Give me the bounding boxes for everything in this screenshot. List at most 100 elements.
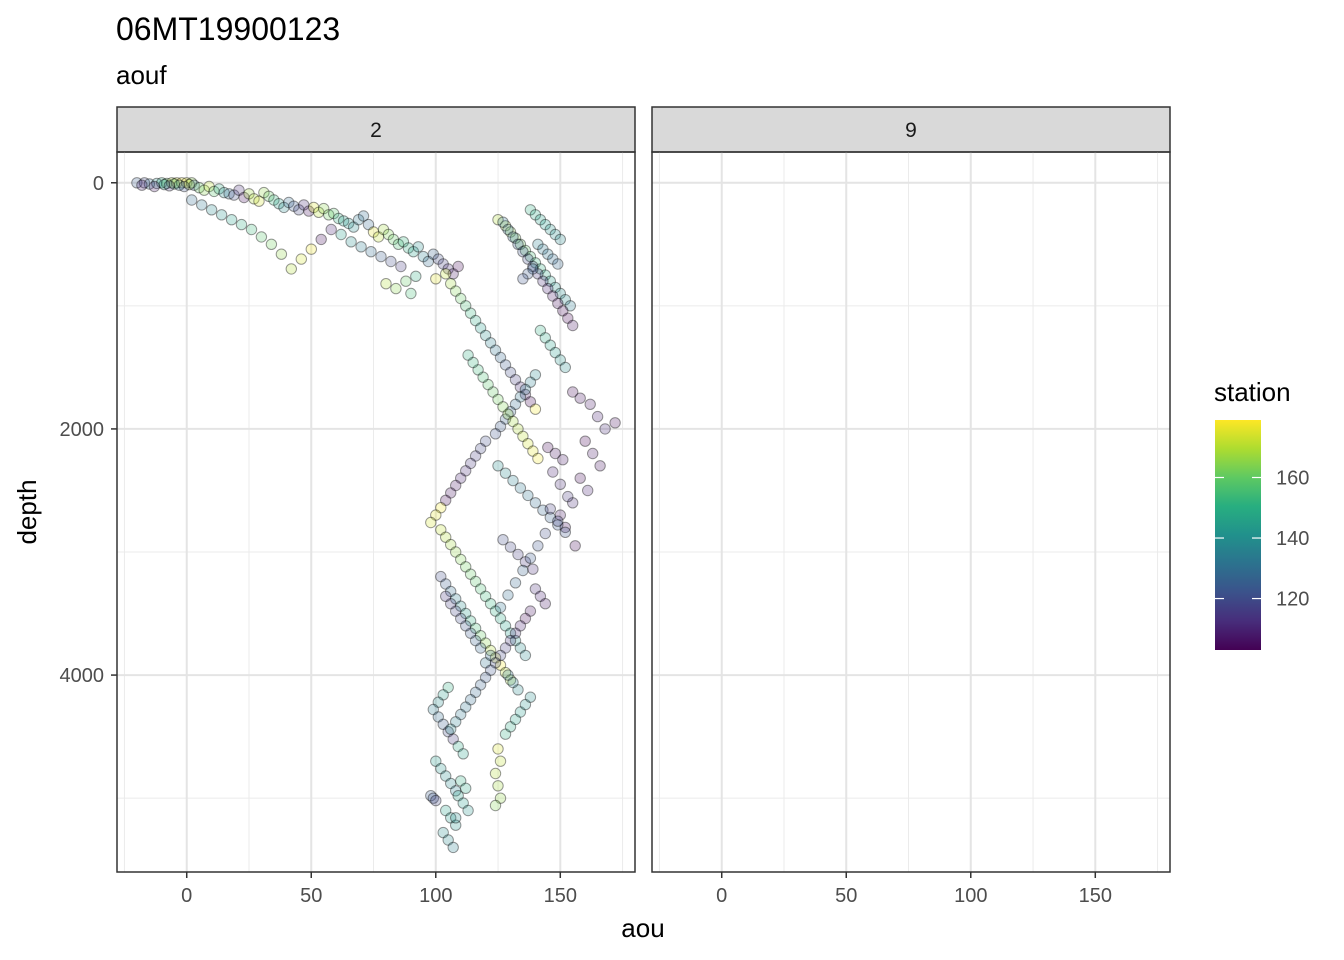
data-point: [517, 246, 529, 258]
data-point: [410, 270, 422, 282]
data-point: [440, 804, 452, 817]
data-point: [345, 236, 357, 248]
data-point: [559, 294, 571, 306]
data-point: [499, 467, 512, 479]
data-point: [549, 346, 561, 359]
data-point: [457, 748, 469, 760]
data-point: [474, 322, 487, 334]
data-point: [522, 489, 534, 502]
data-point: [479, 671, 492, 684]
data-point: [517, 430, 529, 442]
data-point: [425, 516, 437, 529]
data-point: [457, 797, 469, 809]
data-point: [519, 698, 532, 711]
data-point: [609, 417, 621, 429]
data-point: [539, 332, 551, 344]
data-point: [537, 275, 549, 287]
data-point: [504, 366, 517, 378]
data-point: [440, 531, 452, 543]
x-tick-label: 50: [835, 885, 857, 907]
data-point: [193, 182, 205, 194]
data-point: [562, 490, 574, 503]
data-point: [502, 223, 514, 236]
data-point: [554, 354, 566, 366]
data-point: [479, 657, 492, 669]
data-point: [509, 634, 522, 647]
panel-border-9: [651, 151, 1171, 873]
data-point: [355, 241, 367, 253]
data-point: [512, 548, 524, 561]
data-point: [435, 502, 447, 514]
data-point: [380, 278, 392, 290]
data-point: [472, 364, 484, 376]
data-point: [524, 691, 537, 703]
data-point: [452, 790, 464, 802]
data-point: [455, 472, 467, 484]
data-point: [522, 438, 534, 450]
data-point: [186, 177, 198, 189]
data-point: [474, 679, 487, 691]
x-axis-title: aou: [621, 913, 664, 943]
data-point: [524, 552, 537, 564]
data-point: [469, 622, 482, 634]
data-point: [258, 186, 270, 199]
data-point: [504, 226, 517, 238]
data-point: [392, 238, 405, 251]
data-point: [148, 180, 161, 193]
legend-tick-label: 140: [1276, 528, 1309, 550]
y-tick-label: 2000: [60, 419, 105, 441]
data-point: [514, 620, 527, 632]
data-point: [151, 177, 163, 190]
data-point: [218, 186, 230, 199]
data-point: [504, 721, 517, 733]
data-point: [313, 206, 325, 219]
data-point: [445, 585, 457, 598]
data-point: [385, 255, 397, 268]
y-axis-ticks: 0 2000 4000: [60, 173, 117, 687]
data-point: [275, 248, 288, 260]
data-point: [283, 196, 295, 209]
data-point: [442, 681, 454, 694]
x-tick-label: 100: [419, 885, 452, 907]
data-point: [574, 472, 586, 484]
data-point: [517, 564, 529, 577]
data-point: [460, 782, 472, 794]
data-point: [544, 339, 556, 351]
data-point: [547, 290, 559, 302]
data-point: [574, 392, 586, 404]
data-point: [435, 762, 447, 775]
data-point: [427, 703, 439, 716]
data-point: [430, 794, 442, 807]
data-point: [527, 563, 539, 575]
data-point: [524, 376, 537, 388]
data-point: [579, 435, 591, 447]
data-point: [527, 260, 539, 273]
data-point: [303, 205, 315, 217]
data-point: [539, 269, 551, 281]
data-point: [469, 634, 482, 647]
data-point: [582, 484, 594, 497]
data-point: [509, 713, 522, 726]
data-point: [450, 605, 462, 617]
data-point: [512, 684, 524, 696]
data-point: [552, 297, 564, 310]
data-point: [552, 258, 564, 270]
data-point: [405, 287, 417, 300]
data-point: [171, 177, 183, 189]
data-point: [293, 204, 305, 216]
data-point: [499, 666, 512, 679]
data-point: [352, 214, 365, 226]
data-point: [559, 361, 571, 374]
data-point: [564, 300, 576, 312]
x-tick-label: 150: [544, 885, 577, 907]
data-point: [502, 589, 514, 601]
data-point: [397, 236, 410, 248]
data-point: [544, 503, 556, 515]
grid-lines-facet-9: [652, 152, 1170, 872]
data-point: [430, 273, 442, 285]
data-point: [245, 223, 258, 236]
data-point: [534, 324, 547, 337]
data-point: [549, 447, 561, 460]
data-point: [143, 178, 156, 190]
